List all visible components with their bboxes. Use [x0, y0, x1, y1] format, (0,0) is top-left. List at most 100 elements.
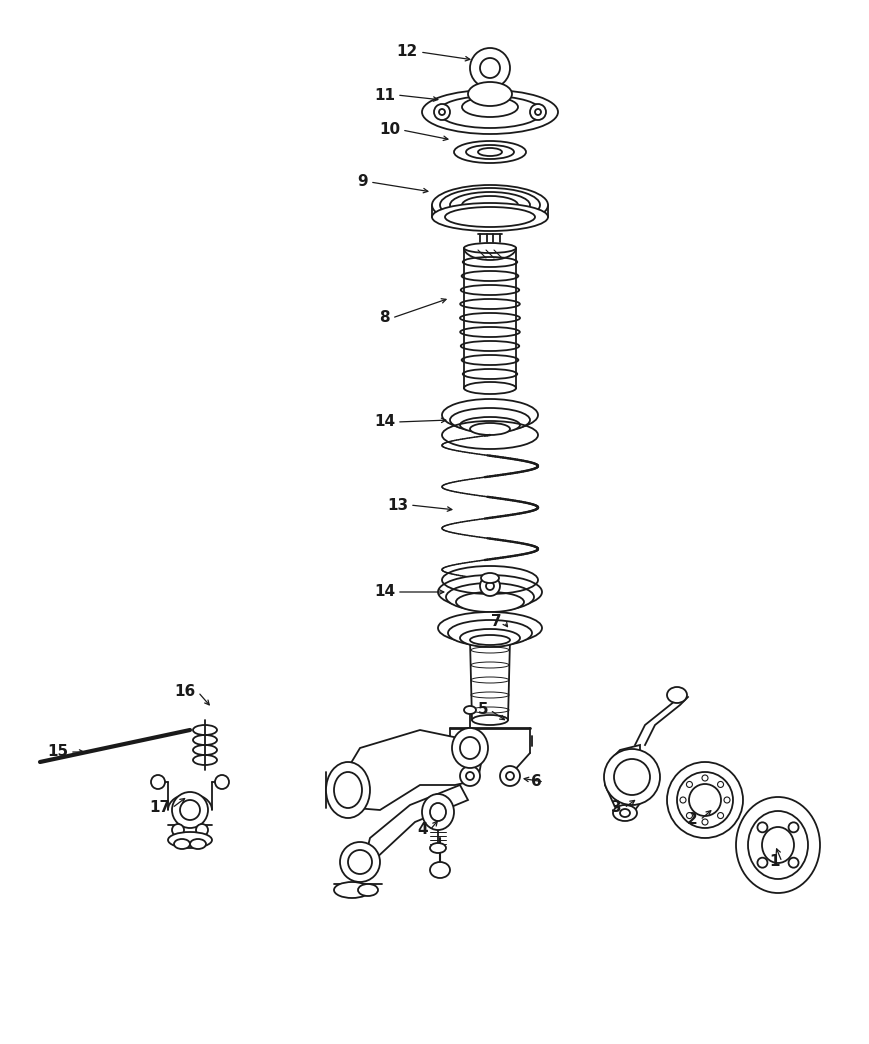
- Circle shape: [687, 812, 693, 818]
- Ellipse shape: [470, 423, 510, 435]
- Circle shape: [172, 824, 184, 836]
- Ellipse shape: [358, 884, 378, 896]
- Ellipse shape: [168, 832, 212, 848]
- Ellipse shape: [438, 612, 542, 644]
- Ellipse shape: [667, 687, 687, 703]
- Circle shape: [470, 48, 510, 88]
- Polygon shape: [365, 785, 468, 862]
- Circle shape: [702, 775, 708, 781]
- Ellipse shape: [334, 882, 370, 898]
- Circle shape: [530, 104, 546, 120]
- Text: 1: 1: [770, 854, 780, 870]
- Circle shape: [196, 824, 208, 836]
- Circle shape: [466, 772, 474, 780]
- Text: 15: 15: [47, 744, 68, 759]
- Polygon shape: [348, 730, 482, 810]
- Text: 9: 9: [357, 174, 368, 190]
- Ellipse shape: [462, 97, 518, 117]
- Ellipse shape: [432, 203, 548, 231]
- Text: 6: 6: [531, 775, 542, 789]
- Text: 16: 16: [175, 685, 196, 699]
- Ellipse shape: [613, 805, 637, 821]
- Circle shape: [680, 797, 686, 803]
- Ellipse shape: [748, 811, 808, 879]
- Ellipse shape: [456, 592, 524, 612]
- Circle shape: [172, 792, 208, 828]
- Ellipse shape: [462, 196, 518, 214]
- Circle shape: [215, 775, 229, 789]
- Ellipse shape: [466, 145, 514, 159]
- Circle shape: [788, 823, 799, 832]
- Ellipse shape: [432, 185, 548, 226]
- Ellipse shape: [334, 772, 362, 808]
- Ellipse shape: [460, 417, 520, 433]
- Ellipse shape: [736, 797, 820, 893]
- Text: 3: 3: [612, 801, 622, 815]
- Ellipse shape: [448, 620, 532, 646]
- Ellipse shape: [689, 784, 721, 816]
- Circle shape: [535, 109, 541, 115]
- Circle shape: [702, 818, 708, 825]
- Ellipse shape: [667, 762, 743, 838]
- Circle shape: [718, 782, 724, 787]
- Polygon shape: [605, 745, 650, 810]
- Ellipse shape: [452, 728, 488, 768]
- Circle shape: [434, 104, 450, 120]
- Ellipse shape: [620, 809, 630, 817]
- Circle shape: [151, 775, 165, 789]
- Circle shape: [180, 800, 200, 820]
- Ellipse shape: [446, 583, 534, 611]
- Ellipse shape: [438, 575, 542, 609]
- Ellipse shape: [440, 188, 540, 222]
- Circle shape: [687, 782, 693, 787]
- Ellipse shape: [472, 715, 508, 725]
- Ellipse shape: [460, 628, 520, 647]
- Circle shape: [758, 823, 767, 832]
- Ellipse shape: [450, 192, 530, 218]
- Ellipse shape: [348, 850, 372, 874]
- Ellipse shape: [464, 706, 476, 714]
- Text: 8: 8: [380, 310, 390, 326]
- Text: 10: 10: [379, 122, 400, 138]
- Ellipse shape: [174, 839, 190, 849]
- Text: 14: 14: [374, 585, 395, 599]
- Ellipse shape: [450, 408, 530, 432]
- Ellipse shape: [438, 96, 542, 128]
- Ellipse shape: [454, 141, 526, 163]
- Circle shape: [480, 576, 500, 596]
- Text: 17: 17: [149, 801, 170, 815]
- Circle shape: [724, 797, 730, 803]
- Circle shape: [718, 812, 724, 818]
- Circle shape: [439, 109, 445, 115]
- Circle shape: [758, 858, 767, 868]
- Ellipse shape: [430, 843, 446, 853]
- Ellipse shape: [430, 862, 450, 878]
- Ellipse shape: [677, 772, 733, 828]
- Ellipse shape: [430, 803, 446, 821]
- Ellipse shape: [422, 90, 558, 134]
- Text: 5: 5: [477, 703, 488, 717]
- Ellipse shape: [481, 573, 499, 583]
- Circle shape: [460, 766, 480, 786]
- Text: 11: 11: [374, 88, 395, 102]
- Circle shape: [614, 759, 650, 794]
- Ellipse shape: [442, 399, 538, 431]
- Ellipse shape: [190, 839, 206, 849]
- Text: 12: 12: [397, 45, 418, 60]
- Circle shape: [788, 858, 799, 868]
- Ellipse shape: [340, 843, 380, 882]
- Ellipse shape: [478, 148, 502, 156]
- Circle shape: [604, 749, 660, 805]
- Ellipse shape: [460, 737, 480, 759]
- Text: 2: 2: [687, 812, 698, 828]
- Ellipse shape: [326, 762, 370, 818]
- Text: 13: 13: [387, 498, 408, 513]
- Circle shape: [486, 582, 494, 590]
- Circle shape: [500, 766, 520, 786]
- Circle shape: [506, 772, 514, 780]
- Circle shape: [480, 58, 500, 78]
- Ellipse shape: [422, 794, 454, 830]
- Text: 4: 4: [417, 823, 428, 837]
- Ellipse shape: [464, 382, 516, 394]
- Ellipse shape: [470, 635, 510, 645]
